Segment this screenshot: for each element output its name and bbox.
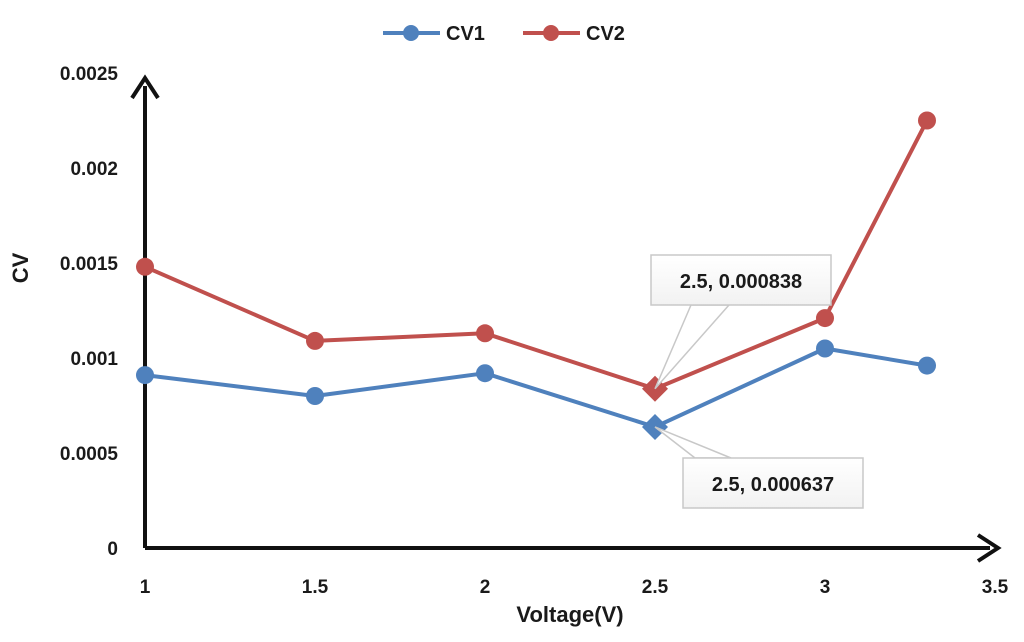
callout-pointer-cv1 bbox=[654, 426, 732, 459]
callout-pointer-cv2 bbox=[654, 304, 731, 390]
y-axis-title: CV bbox=[8, 252, 33, 283]
legend-label-cv2: CV2 bbox=[586, 23, 625, 45]
y-tick-label: 0.0015 bbox=[60, 254, 119, 275]
legend: CV1 CV2 bbox=[383, 23, 625, 45]
data-point-cv2 bbox=[306, 331, 324, 350]
series-line-cv2 bbox=[144, 119, 929, 391]
data-point-cv1 bbox=[476, 364, 494, 383]
data-point-cv2 bbox=[816, 309, 834, 328]
data-point-cv2 bbox=[476, 324, 494, 343]
legend-label-cv1: CV1 bbox=[446, 23, 485, 45]
callout-label-cv1: 2.5, 0.000637 bbox=[712, 474, 834, 496]
data-point-cv2 bbox=[136, 257, 154, 276]
legend-item-cv2: CV2 bbox=[523, 23, 625, 45]
x-tick-label: 2 bbox=[480, 577, 491, 598]
legend-marker-cv1 bbox=[403, 25, 419, 41]
x-tick-label: 3.5 bbox=[982, 577, 1009, 598]
legend-marker-cv2 bbox=[543, 25, 559, 41]
y-tick-label: 0.0005 bbox=[60, 444, 119, 465]
x-axis-title: Voltage(V) bbox=[516, 602, 623, 627]
series-layer bbox=[136, 111, 936, 440]
callout-box-cv1 bbox=[682, 457, 864, 509]
callout-layer: 2.5, 0.000637 2.5, 0.000838 bbox=[650, 254, 864, 509]
y-tick-label: 0.0025 bbox=[60, 64, 119, 85]
data-point-cv1 bbox=[816, 339, 834, 358]
y-tick-label: 0 bbox=[107, 539, 118, 560]
legend-item-cv1: CV1 bbox=[383, 23, 485, 45]
series-cv1 bbox=[136, 339, 936, 440]
callout-label-cv2: 2.5, 0.000838 bbox=[680, 271, 802, 293]
x-tick-label: 3 bbox=[820, 577, 831, 598]
data-point-cv1 bbox=[918, 356, 936, 375]
data-point-cv2 bbox=[918, 111, 936, 130]
y-axis-arrow bbox=[130, 74, 160, 100]
x-tick-label: 2.5 bbox=[642, 577, 669, 598]
x-axis-arrow bbox=[976, 533, 1002, 563]
data-point-cv1 bbox=[306, 387, 324, 405]
data-point-cv1 bbox=[136, 366, 154, 385]
x-tick-label: 1 bbox=[140, 577, 151, 598]
y-tick-label: 0.001 bbox=[70, 349, 118, 370]
y-tick-label: 0.002 bbox=[70, 159, 118, 180]
x-tick-labels: 1 1.5 2 2.5 3 3.5 bbox=[140, 577, 1009, 598]
callout-box-cv2 bbox=[650, 254, 832, 306]
x-tick-label: 1.5 bbox=[302, 577, 329, 598]
axes bbox=[130, 74, 1002, 563]
y-tick-labels: 0 0.0005 0.001 0.0015 0.002 0.0025 bbox=[60, 64, 119, 560]
series-line-cv1 bbox=[144, 346, 928, 429]
